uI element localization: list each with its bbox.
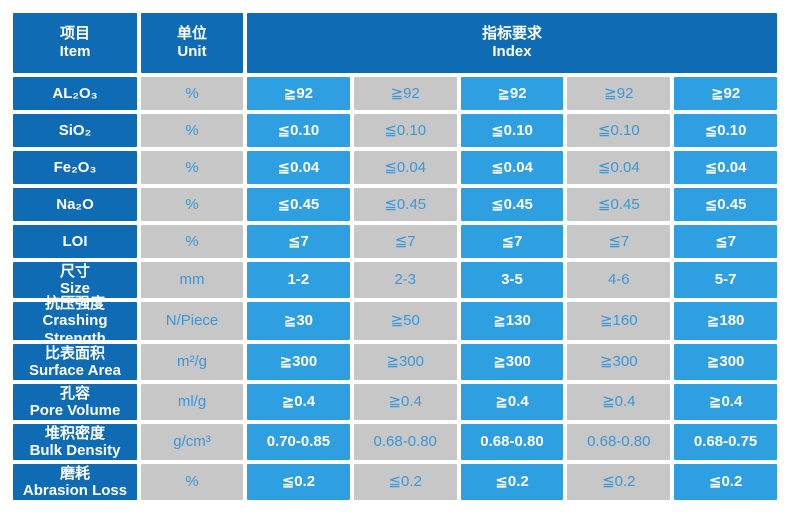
value-cell: 0.70-0.85 bbox=[247, 424, 350, 460]
spec-table: 项目 Item 单位 Unit 指标要求 Index AL₂O₃ % ≧92 ≧… bbox=[13, 13, 777, 500]
value-cell: ≧160 bbox=[567, 302, 671, 340]
value-cell: ≧30 bbox=[247, 302, 350, 340]
value-cell: ≦7 bbox=[567, 225, 671, 258]
unit-cell: % bbox=[141, 225, 243, 258]
value-cell: ≦0.2 bbox=[674, 464, 777, 500]
unit-cell: % bbox=[141, 151, 243, 184]
value-cell: ≦7 bbox=[247, 225, 350, 258]
unit-cell: % bbox=[141, 77, 243, 110]
value-cell: ≦0.04 bbox=[567, 151, 671, 184]
value-cell: 5-7 bbox=[674, 262, 777, 298]
item-cell: 抗压强度 Crashing Strength bbox=[13, 295, 137, 347]
value-cell: ≦0.10 bbox=[247, 114, 350, 147]
value-cell: ≧92 bbox=[567, 77, 671, 110]
value-cell: ≦0.45 bbox=[460, 188, 564, 221]
header-index: 指标要求 Index bbox=[247, 13, 777, 73]
item-cell: LOI bbox=[13, 225, 137, 258]
value-cell: ≦7 bbox=[460, 225, 564, 258]
value-cell: 4-6 bbox=[567, 262, 671, 298]
value-cell: ≧300 bbox=[567, 344, 671, 380]
item-cell: SiO₂ bbox=[13, 114, 137, 147]
value-cell: ≦0.10 bbox=[567, 114, 671, 147]
value-cell: 3-5 bbox=[460, 262, 564, 298]
value-cell: ≦0.04 bbox=[247, 151, 350, 184]
unit-cell: N/Piece bbox=[141, 302, 243, 340]
value-cell: 2-3 bbox=[353, 262, 457, 298]
value-cell: ≦0.2 bbox=[567, 464, 671, 500]
unit-cell: g/cm³ bbox=[141, 424, 243, 460]
unit-cell: m²/g bbox=[141, 344, 243, 380]
value-cell: ≦0.45 bbox=[674, 188, 777, 221]
value-cell: ≧300 bbox=[247, 344, 350, 380]
value-cell: ≦0.10 bbox=[353, 114, 457, 147]
item-cell: 尺寸 Size bbox=[13, 262, 137, 298]
value-cell: ≧0.4 bbox=[247, 384, 350, 420]
value-cell: ≦0.2 bbox=[460, 464, 564, 500]
unit-cell: % bbox=[141, 114, 243, 147]
value-cell: ≦0.10 bbox=[674, 114, 777, 147]
value-cell: ≧180 bbox=[674, 302, 777, 340]
value-cell: ≧0.4 bbox=[353, 384, 457, 420]
unit-cell: % bbox=[141, 464, 243, 500]
value-cell: 0.68-0.80 bbox=[353, 424, 457, 460]
value-cell: ≧92 bbox=[247, 77, 350, 110]
value-cell: ≧300 bbox=[460, 344, 564, 380]
value-cell: ≦0.10 bbox=[460, 114, 564, 147]
item-cell: 堆积密度 Bulk Density bbox=[13, 424, 137, 460]
header-unit: 单位 Unit bbox=[141, 13, 243, 73]
value-cell: 0.68-0.75 bbox=[674, 424, 777, 460]
value-cell: ≦0.45 bbox=[247, 188, 350, 221]
value-cell: ≧130 bbox=[460, 302, 564, 340]
value-cell: ≦0.2 bbox=[353, 464, 457, 500]
value-cell: ≧0.4 bbox=[674, 384, 777, 420]
value-cell: 0.68-0.80 bbox=[460, 424, 564, 460]
value-cell: ≦7 bbox=[674, 225, 777, 258]
item-cell: Na₂O bbox=[13, 188, 137, 221]
value-cell: ≦0.2 bbox=[247, 464, 350, 500]
value-cell: ≧50 bbox=[353, 302, 457, 340]
value-cell: ≦0.45 bbox=[567, 188, 671, 221]
unit-cell: % bbox=[141, 188, 243, 221]
item-cell: Fe₂O₃ bbox=[13, 151, 137, 184]
value-cell: ≦0.04 bbox=[674, 151, 777, 184]
value-cell: ≦0.04 bbox=[460, 151, 564, 184]
value-cell: ≧92 bbox=[353, 77, 457, 110]
value-cell: ≧92 bbox=[460, 77, 564, 110]
value-cell: 0.68-0.80 bbox=[567, 424, 671, 460]
value-cell: ≧300 bbox=[674, 344, 777, 380]
value-cell: ≦0.04 bbox=[353, 151, 457, 184]
item-cell: AL₂O₃ bbox=[13, 77, 137, 110]
item-cell: 比表面积 Surface Area bbox=[13, 344, 137, 380]
unit-cell: ml/g bbox=[141, 384, 243, 420]
value-cell: 1-2 bbox=[247, 262, 350, 298]
item-cell: 孔容 Pore Volume bbox=[13, 384, 137, 420]
value-cell: ≧0.4 bbox=[567, 384, 671, 420]
header-item: 项目 Item bbox=[13, 13, 137, 73]
value-cell: ≦7 bbox=[353, 225, 457, 258]
value-cell: ≦0.45 bbox=[353, 188, 457, 221]
item-cell: 磨耗 Abrasion Loss bbox=[13, 464, 137, 500]
unit-cell: mm bbox=[141, 262, 243, 298]
value-cell: ≧300 bbox=[353, 344, 457, 380]
value-cell: ≧92 bbox=[674, 77, 777, 110]
value-cell: ≧0.4 bbox=[460, 384, 564, 420]
